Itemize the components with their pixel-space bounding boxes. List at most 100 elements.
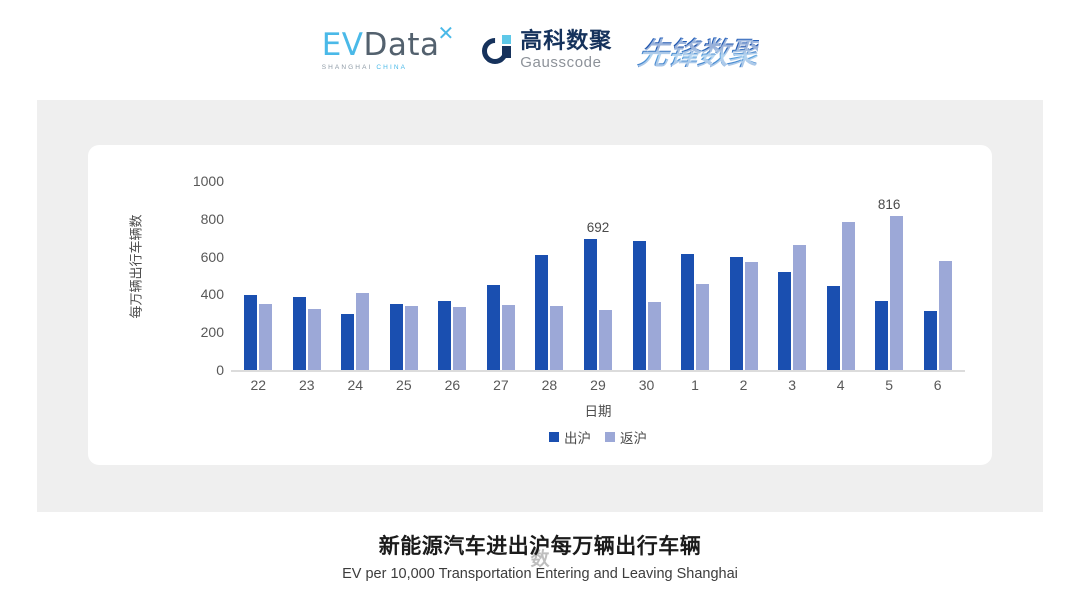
bar[interactable]: [438, 300, 452, 370]
bar[interactable]: [583, 239, 597, 370]
bar[interactable]: [341, 313, 355, 370]
bar[interactable]: [890, 215, 904, 370]
legend-item[interactable]: 返沪: [605, 427, 647, 447]
logo-evdata: EV Data ✕ SHANGHAI CHINA: [321, 21, 457, 71]
evdata-tagline: SHANGHAI CHINA: [322, 64, 407, 71]
y-axis-ticks: 1000 800 600 400 200 0: [184, 145, 230, 465]
x-tick-label: 30: [638, 377, 655, 393]
bar-group: [525, 181, 574, 370]
legend-label: 返沪: [620, 431, 647, 447]
legend-swatch-icon: [549, 432, 559, 442]
bar[interactable]: [404, 305, 418, 370]
chart-legend: 出沪 返沪: [234, 427, 962, 447]
y-tick-label: 800: [200, 210, 224, 227]
legend-label: 出沪: [564, 431, 591, 447]
bar[interactable]: [535, 255, 549, 370]
gausscode-en-text: Gausscode: [520, 53, 602, 71]
bar[interactable]: [826, 285, 840, 370]
bar-group: [428, 181, 477, 370]
bar[interactable]: [598, 309, 612, 370]
evdata-x-icon: ✕: [437, 20, 455, 45]
bar[interactable]: [292, 297, 306, 370]
x-tick-label: 29: [590, 377, 606, 393]
evdata-ev-text: EV: [321, 26, 364, 63]
bar[interactable]: [486, 284, 500, 370]
bar[interactable]: [259, 304, 273, 370]
gausscode-wordmark: 高科数聚 Gausscode: [520, 28, 613, 71]
evdata-data-text: Data: [363, 26, 440, 63]
bar-chart: 每万辆出行车辆数 1000 800 600 400 200 0 692 816 22 23 24…: [88, 145, 992, 465]
bar-group: [380, 181, 429, 370]
x-axis-ticks: 22 23 24 25 26 27 28 29 30 1 2 3 4 5 6: [234, 377, 962, 399]
y-tick-label: 0: [216, 362, 224, 378]
bar[interactable]: [550, 305, 564, 370]
x-tick-label: 25: [396, 377, 412, 393]
y-tick-label: 600: [200, 248, 224, 265]
bar[interactable]: [307, 308, 321, 370]
y-tick-label: 1000: [192, 173, 224, 189]
gausscode-square-dark-icon: [502, 46, 512, 58]
logo-xianfeng: 先锋数聚: [636, 28, 761, 73]
bar-group: [331, 181, 380, 370]
y-tick-label: 200: [200, 324, 224, 341]
bar[interactable]: [647, 302, 661, 370]
bar-group: [768, 181, 817, 370]
bar[interactable]: [681, 253, 695, 370]
caption-subtitle: EV per 10,000 Transportation Entering an…: [342, 566, 738, 582]
y-axis-title: 每万辆出行车辆数: [129, 214, 145, 319]
x-tick-label: 1: [691, 377, 699, 393]
bar-group: [816, 181, 865, 370]
x-tick-label: 2: [739, 377, 748, 393]
evdata-wordmark: EV Data ✕: [321, 21, 457, 63]
bar-group: 692: [574, 181, 623, 370]
legend-item[interactable]: 出沪: [549, 427, 591, 447]
logo-bar: EV Data ✕ SHANGHAI CHINA 高科数聚 Gausscode …: [0, 21, 1080, 78]
x-axis-title: 日期: [584, 404, 612, 420]
x-axis-line: [231, 370, 965, 372]
x-tick-label: 3: [788, 377, 796, 393]
bar[interactable]: [841, 221, 855, 370]
plot-area: 692 816: [234, 181, 962, 370]
bar-group: [477, 181, 526, 370]
x-tick-label: 6: [933, 377, 942, 393]
y-tick-label: 400: [200, 286, 224, 303]
evdata-tagline-shanghai: SHANGHAI: [321, 63, 373, 71]
bar-group: [671, 181, 720, 370]
logo-gausscode: 高科数聚 Gausscode: [476, 28, 613, 71]
bar-value-label: 816: [877, 196, 901, 212]
gausscode-mark-icon: [476, 32, 514, 70]
bar-group: [622, 181, 671, 370]
bar[interactable]: [938, 260, 952, 370]
caption-title: 新能源汽车进出沪每万辆出行车辆: [378, 534, 702, 558]
bar[interactable]: [501, 304, 515, 370]
x-tick-label: 24: [347, 377, 364, 393]
bar[interactable]: [356, 293, 370, 370]
bar-group: [283, 181, 332, 370]
bar-group: [234, 181, 283, 370]
bar[interactable]: [696, 283, 710, 370]
gausscode-square-accent-icon: [502, 35, 512, 44]
bar[interactable]: [778, 272, 792, 370]
x-tick-label: 26: [444, 377, 461, 393]
bar-group: 816: [865, 181, 914, 370]
bar[interactable]: [793, 244, 807, 370]
chart-card: 每万辆出行车辆数 1000 800 600 400 200 0 692 816 22 23 24…: [88, 145, 992, 465]
bar[interactable]: [389, 303, 403, 370]
bar[interactable]: [453, 306, 467, 370]
x-tick-label: 23: [298, 377, 315, 393]
bar-group: [719, 181, 768, 370]
gausscode-cn-text: 高科数聚: [520, 28, 613, 54]
x-tick-label: 4: [836, 377, 845, 393]
bar[interactable]: [244, 294, 258, 370]
x-tick-label: 5: [885, 377, 894, 393]
evdata-tagline-china: CHINA: [376, 63, 408, 71]
bar[interactable]: [729, 257, 743, 370]
x-tick-label: 28: [541, 377, 558, 393]
bar[interactable]: [632, 241, 646, 370]
bar[interactable]: [744, 261, 758, 370]
bar[interactable]: [923, 311, 937, 370]
bar[interactable]: [875, 300, 889, 370]
xianfeng-cn-text: 先锋数聚: [636, 28, 761, 73]
legend-swatch-icon: [605, 432, 615, 442]
